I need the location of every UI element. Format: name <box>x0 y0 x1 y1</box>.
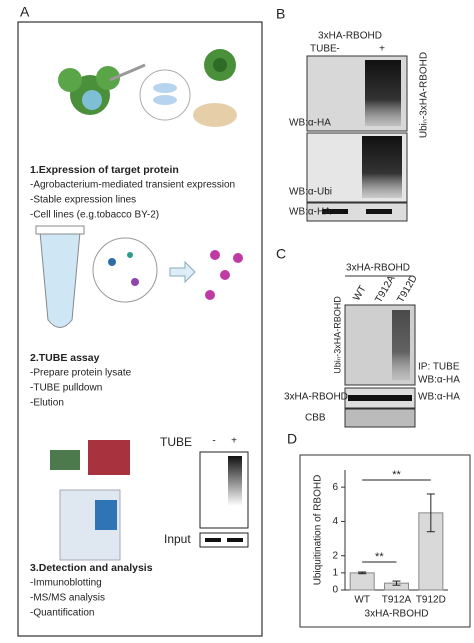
blot-band <box>227 538 243 542</box>
band-label: 3xHA-RBOHD <box>284 392 348 403</box>
y-tick-label: 1 <box>332 567 338 578</box>
blot-smear <box>362 136 402 198</box>
x-tick-label: T912A <box>382 595 412 606</box>
panel-label: A <box>20 4 30 20</box>
side-label: Ubiₙ-3xHA-RBOHD <box>332 296 342 374</box>
blot <box>199 532 249 548</box>
lane-label: WT <box>351 284 368 303</box>
step-item: -Elution <box>30 398 64 409</box>
step-item: -Immunoblotting <box>30 578 102 589</box>
lane-label: - <box>336 44 339 55</box>
step-item: -Cell lines (e.g.tobacco BY-2) <box>30 210 159 221</box>
step-heading: 1.Expression of target protein <box>30 164 179 176</box>
loading-label: CBB <box>305 413 326 424</box>
blot-label: WB:α-HA <box>418 392 460 403</box>
blot-band <box>205 538 221 542</box>
step-heading: 2.TUBE assay <box>30 352 100 364</box>
blot-smear <box>365 60 401 126</box>
step-item: -MS/MS analysis <box>30 593 105 604</box>
x-tick-label: WT <box>354 595 370 606</box>
y-tick-label: 4 <box>332 516 338 527</box>
blot-label: WB:α-HA <box>289 207 331 218</box>
plant-illustration <box>58 49 237 127</box>
bar <box>349 572 375 591</box>
blot-smear <box>228 456 242 506</box>
lane-label: - <box>212 436 215 447</box>
lane-label: + <box>379 44 385 55</box>
step-item: -Quantification <box>30 608 94 619</box>
construct-label: 3xHA-RBOHD <box>346 263 410 274</box>
blot-label: WB:α-HA <box>289 118 331 129</box>
blot-treatment: TUBE <box>160 435 192 449</box>
tube-illustration <box>35 225 243 328</box>
treatment-label: TUBE <box>310 44 337 55</box>
blot-smear <box>392 310 410 380</box>
lane-label: T912D <box>395 273 420 304</box>
instrument-illustration <box>50 440 130 561</box>
blot-band <box>348 395 412 401</box>
significance-label: ** <box>375 551 384 563</box>
input-label: Input <box>164 532 191 546</box>
x-axis-label: 3xHA-RBOHD <box>365 609 429 620</box>
lane-label: + <box>231 436 237 447</box>
ip-label: IP: TUBE <box>418 362 460 373</box>
significance-label: ** <box>392 469 401 481</box>
blot-band <box>322 209 348 214</box>
panel-label: B <box>276 6 285 22</box>
panel-label: D <box>287 431 297 447</box>
side-label: Ubiₙ-3xHA-RBOHD <box>419 52 430 138</box>
construct-label: 3xHA-RBOHD <box>318 31 382 42</box>
step-heading: 3.Detection and analysis <box>30 562 153 574</box>
protocol-steps: 1.Expression of target protein -Agrobacte… <box>30 164 235 619</box>
step-item: -TUBE pulldown <box>30 383 102 394</box>
step-item: -Agrobacterium-mediated transient expres… <box>30 180 235 191</box>
panel-label: C <box>276 246 286 262</box>
blot-band <box>366 209 392 214</box>
step-item: -Stable expression lines <box>30 195 136 206</box>
y-axis-label: Ubiquitination of RBOHD <box>313 475 324 586</box>
y-tick-label: 2 <box>332 550 338 561</box>
x-tick-label: T912D <box>416 595 446 606</box>
blot <box>306 202 408 222</box>
chart: 0 1 2 4 6 Ubiquitination of RBOHD WT T912A T912D… <box>313 469 448 620</box>
step-item: -Prepare protein lysate <box>30 368 132 379</box>
lane-label: T912A <box>373 274 397 305</box>
blot-label: WB:α-HA <box>418 375 460 386</box>
panel-frame <box>299 454 471 628</box>
y-tick-label: 0 <box>332 585 338 596</box>
panel-frame <box>17 21 263 637</box>
blot-label: WB:α-Ubi <box>289 187 332 198</box>
y-tick-label: 6 <box>332 482 338 493</box>
blot <box>344 408 416 428</box>
